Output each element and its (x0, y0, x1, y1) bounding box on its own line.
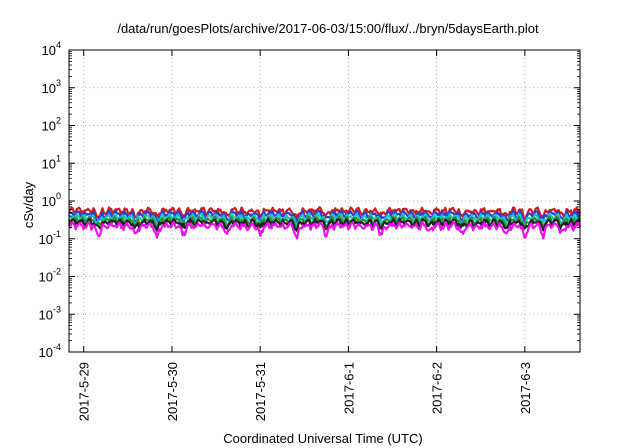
x-tick-label: 2017-5-29 (77, 362, 92, 421)
x-tick-label: 2017-6-3 (518, 362, 533, 414)
y-tick-label: 101 (42, 153, 61, 171)
x-tick-label: 2017-5-31 (253, 362, 268, 421)
y-tick-label: 102 (42, 116, 61, 134)
series-line (68, 217, 582, 232)
y-tick-label: 10-2 (39, 267, 61, 285)
y-axis-label: cSv/day (21, 181, 36, 228)
x-tick-labels: 2017-5-29 2017-5-30 2017-5-31 2017-6-1 2017-… (77, 362, 533, 421)
series-line (68, 221, 582, 240)
chart-title: /data/run/goesPlots/archive/2017-06-03/1… (117, 21, 539, 36)
x-tick-label: 2017-5-30 (165, 362, 180, 421)
grid-lines (69, 50, 580, 352)
x-axis-label: Coordinated Universal Time (UTC) (223, 431, 422, 446)
series-layer (67, 206, 582, 240)
y-tick-label: 10-1 (39, 229, 61, 247)
x-tick-label: 2017-6-2 (430, 362, 445, 414)
y-tick-labels: 10-4 10-3 10-2 10-1 100 101 102 103 104 (39, 40, 61, 360)
y-tick-label: 104 (42, 40, 61, 58)
tick-marks (69, 49, 580, 353)
y-tick-label: 10-4 (39, 342, 61, 360)
x-tick-label: 2017-6-1 (341, 362, 356, 414)
y-tick-label: 103 (42, 78, 61, 96)
y-tick-label: 10-3 (39, 304, 61, 322)
y-tick-label: 100 (42, 191, 61, 209)
